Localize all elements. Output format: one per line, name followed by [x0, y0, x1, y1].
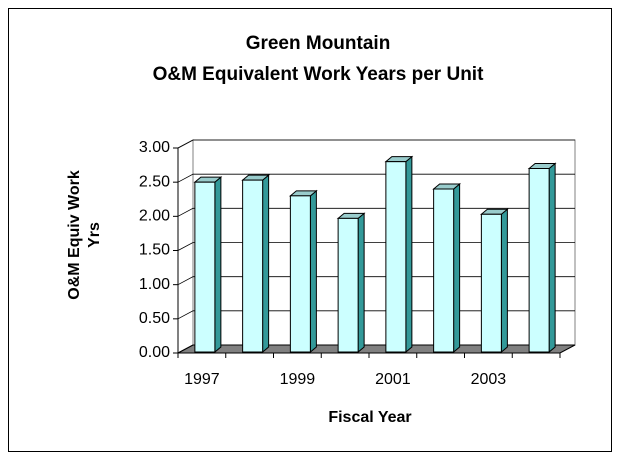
y-axis-title: O&M Equiv Work Yrs: [66, 170, 103, 300]
bar-side: [262, 174, 270, 354]
chart-title: Green Mountain: [246, 33, 391, 54]
bar-side: [548, 162, 556, 354]
bar-side: [453, 182, 461, 354]
y-tick-label: 0.50: [139, 310, 170, 327]
x-tick-label: 2001: [375, 371, 411, 388]
bar: [385, 161, 407, 353]
bar: [337, 217, 359, 353]
bar-side: [500, 208, 508, 354]
bar: [242, 179, 264, 353]
x-tick-label: 1997: [184, 371, 220, 388]
x-tick-label: 2003: [471, 371, 507, 388]
bar-side: [357, 212, 365, 354]
chart-title: O&M Equivalent Work Years per Unit: [153, 64, 485, 85]
y-tick-label: 1.50: [139, 242, 170, 259]
x-tick-label: 1999: [280, 371, 316, 388]
y-tick-label: 3.00: [139, 139, 170, 156]
bar-side: [214, 176, 222, 354]
bar-side: [405, 155, 413, 354]
bar: [528, 168, 550, 353]
x-axis-title: Fiscal Year: [328, 409, 411, 426]
y-tick-label: 2.00: [139, 208, 170, 225]
bar-side: [309, 189, 317, 354]
grid-line: [177, 139, 575, 149]
bar: [289, 195, 311, 353]
bar: [433, 188, 455, 353]
bar: [480, 213, 502, 353]
grid-line: [177, 173, 575, 183]
y-tick-label: 1.00: [139, 276, 170, 293]
y-tick-label: 2.50: [139, 173, 170, 190]
floor: [177, 344, 576, 354]
y-tick-label: 0.00: [139, 344, 170, 361]
bar: [194, 181, 216, 353]
